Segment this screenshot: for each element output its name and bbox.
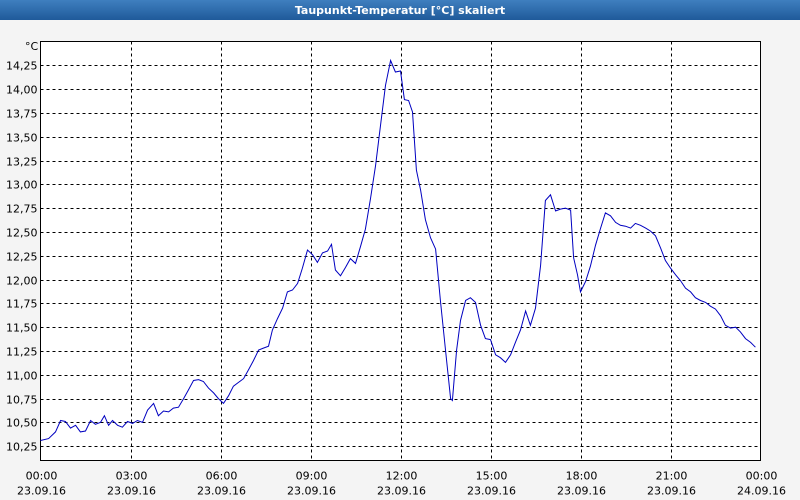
x-tick-label: 21:00 bbox=[656, 470, 688, 483]
x-tick-date: 23.09.16 bbox=[377, 485, 426, 498]
x-tick-label: 03:00 bbox=[116, 470, 148, 483]
y-tick-label: 12,00 bbox=[6, 275, 38, 288]
x-tick-date: 23.09.16 bbox=[647, 485, 696, 498]
x-tick-label: 09:00 bbox=[296, 470, 328, 483]
plot-area bbox=[40, 41, 761, 461]
data-line bbox=[40, 58, 756, 441]
x-tick-date: 23.09.16 bbox=[287, 485, 336, 498]
x-tick-label: 12:00 bbox=[386, 470, 418, 483]
x-tick-date: 23.09.16 bbox=[107, 485, 156, 498]
y-tick-label: 12,75 bbox=[6, 203, 38, 216]
title-bar bbox=[0, 0, 800, 20]
x-tick-label: 00:00 bbox=[746, 470, 778, 483]
y-tick-label: 13,75 bbox=[6, 108, 38, 121]
x-tick-label: 18:00 bbox=[566, 470, 598, 483]
y-tick-label: 13,50 bbox=[6, 132, 38, 145]
chart-title: Taupunkt-Temperatur [°C] skaliert bbox=[295, 4, 505, 17]
y-tick-label: 11,25 bbox=[6, 346, 38, 359]
y-tick-label: 12,25 bbox=[6, 251, 38, 264]
y-tick-label: 14,25 bbox=[6, 60, 38, 73]
y-tick-label: 10,25 bbox=[6, 441, 38, 454]
x-tick-date: 23.09.16 bbox=[557, 485, 606, 498]
x-tick-label: 00:00 bbox=[26, 470, 58, 483]
y-tick-label: 13,00 bbox=[6, 179, 38, 192]
x-tick-date: 23.09.16 bbox=[197, 485, 246, 498]
x-tick-label: 15:00 bbox=[476, 470, 508, 483]
y-tick-label: 10,75 bbox=[6, 394, 38, 407]
x-tick-date: 24.09.16 bbox=[737, 485, 786, 498]
y-tick-label: 13,25 bbox=[6, 156, 38, 169]
x-tick-date: 23.09.16 bbox=[467, 485, 516, 498]
x-tick-date: 23.09.16 bbox=[17, 485, 66, 498]
x-tick-label: 06:00 bbox=[206, 470, 238, 483]
y-tick-label: 14,00 bbox=[6, 84, 38, 97]
y-tick-label: 10,50 bbox=[6, 417, 38, 430]
y-tick-label: 12,50 bbox=[6, 227, 38, 240]
y-axis-label: °C bbox=[25, 40, 39, 53]
y-tick-label: 11,75 bbox=[6, 298, 38, 311]
y-tick-label: 11,50 bbox=[6, 322, 38, 335]
y-tick-label: 11,00 bbox=[6, 370, 38, 383]
